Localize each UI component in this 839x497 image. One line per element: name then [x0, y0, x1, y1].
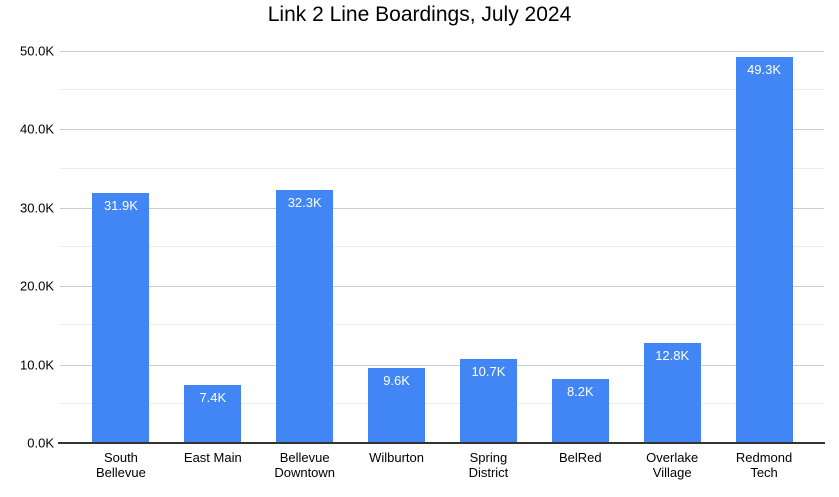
bar-overlake-village: 12.8K [643, 342, 701, 443]
bar-value-label: 49.3K [747, 61, 782, 77]
bar-value-label: 31.9K [103, 197, 138, 213]
bar-value-label: 7.4K [199, 389, 227, 405]
y-axis-tick-label: 40.0K [20, 121, 54, 137]
bar-value-label: 10.7K [471, 364, 506, 380]
y-axis-tick-label: 20.0K [20, 278, 54, 294]
gridline-major [60, 364, 824, 366]
y-axis-tick-label: 10.0K [20, 357, 54, 373]
gridline-minor [60, 167, 824, 169]
bar-belred: 8.2K [551, 378, 609, 443]
gridline-major [60, 129, 824, 131]
y-axis-tick-label: 50.0K [20, 43, 54, 59]
gridline-major [60, 207, 824, 209]
bar-slot: 9.6K [351, 51, 443, 443]
gridline-minor [60, 89, 824, 91]
bar-east-main: 7.4K [184, 384, 242, 443]
x-axis-label-bellevue-downtown: Bellevue Downtown [274, 450, 336, 480]
gridline-minor [60, 324, 824, 326]
gridline-major [60, 51, 824, 52]
bar-slot: 49.3K [718, 51, 810, 443]
x-axis-label-wilburton: Wilburton [369, 450, 425, 465]
bar-slot: 12.8K [626, 51, 718, 443]
y-axis-tick-label: 0.0K [27, 435, 54, 451]
x-axis-label-overlake-village: Overlake Village [646, 450, 699, 480]
bar-slot: 32.3K [259, 51, 351, 443]
bar-wilburton: 9.6K [368, 367, 426, 443]
gridline-minor [60, 246, 824, 247]
bar-slot: 10.7K [443, 51, 535, 443]
x-axis-label-east-main: East Main [183, 450, 242, 465]
bar-value-label: 9.6K [383, 372, 410, 388]
bar-slot: 8.2K [534, 51, 626, 443]
y-axis-tick-label: 30.0K [20, 200, 54, 216]
x-axis-label-south-bellevue: South Bellevue [96, 450, 146, 480]
bar-value-label: 8.2K [566, 383, 594, 399]
bar-south-bellevue: 31.9K [92, 192, 150, 443]
x-axis-label-spring-district: Spring District [468, 450, 509, 480]
x-axis-line [58, 442, 825, 444]
x-axis-label-redmond-tech: Redmond Tech [735, 450, 793, 480]
chart-title: Link 2 Line Boardings, July 2024 [267, 3, 572, 26]
bar-bellevue-downtown: 32.3K [276, 189, 334, 443]
bar-value-label: 32.3K [287, 194, 322, 210]
plot-area: 31.9K 7.4K 32.3K 9.6K 10.7K 8.2K 12.8K 49.3K [58, 51, 825, 444]
x-axis: South Bellevue East Main Bellevue Downtown… [75, 450, 810, 480]
gridline-minor [60, 402, 824, 404]
bar-slot: 31.9K [75, 51, 167, 443]
bar-redmond-tech: 49.3K [735, 56, 793, 443]
x-axis-label-belred: BelRed [558, 450, 602, 465]
bar-value-label: 12.8K [655, 347, 690, 363]
bar-spring-district: 10.7K [459, 359, 517, 443]
bar-slot: 7.4K [167, 51, 259, 443]
bars-container: 31.9K 7.4K 32.3K 9.6K 10.7K 8.2K 12.8K 49.3K [75, 51, 810, 443]
y-axis: 0.0K 10.0K 20.0K 30.0K 40.0K 50.0K [0, 44, 54, 451]
gridline-major [60, 286, 824, 288]
